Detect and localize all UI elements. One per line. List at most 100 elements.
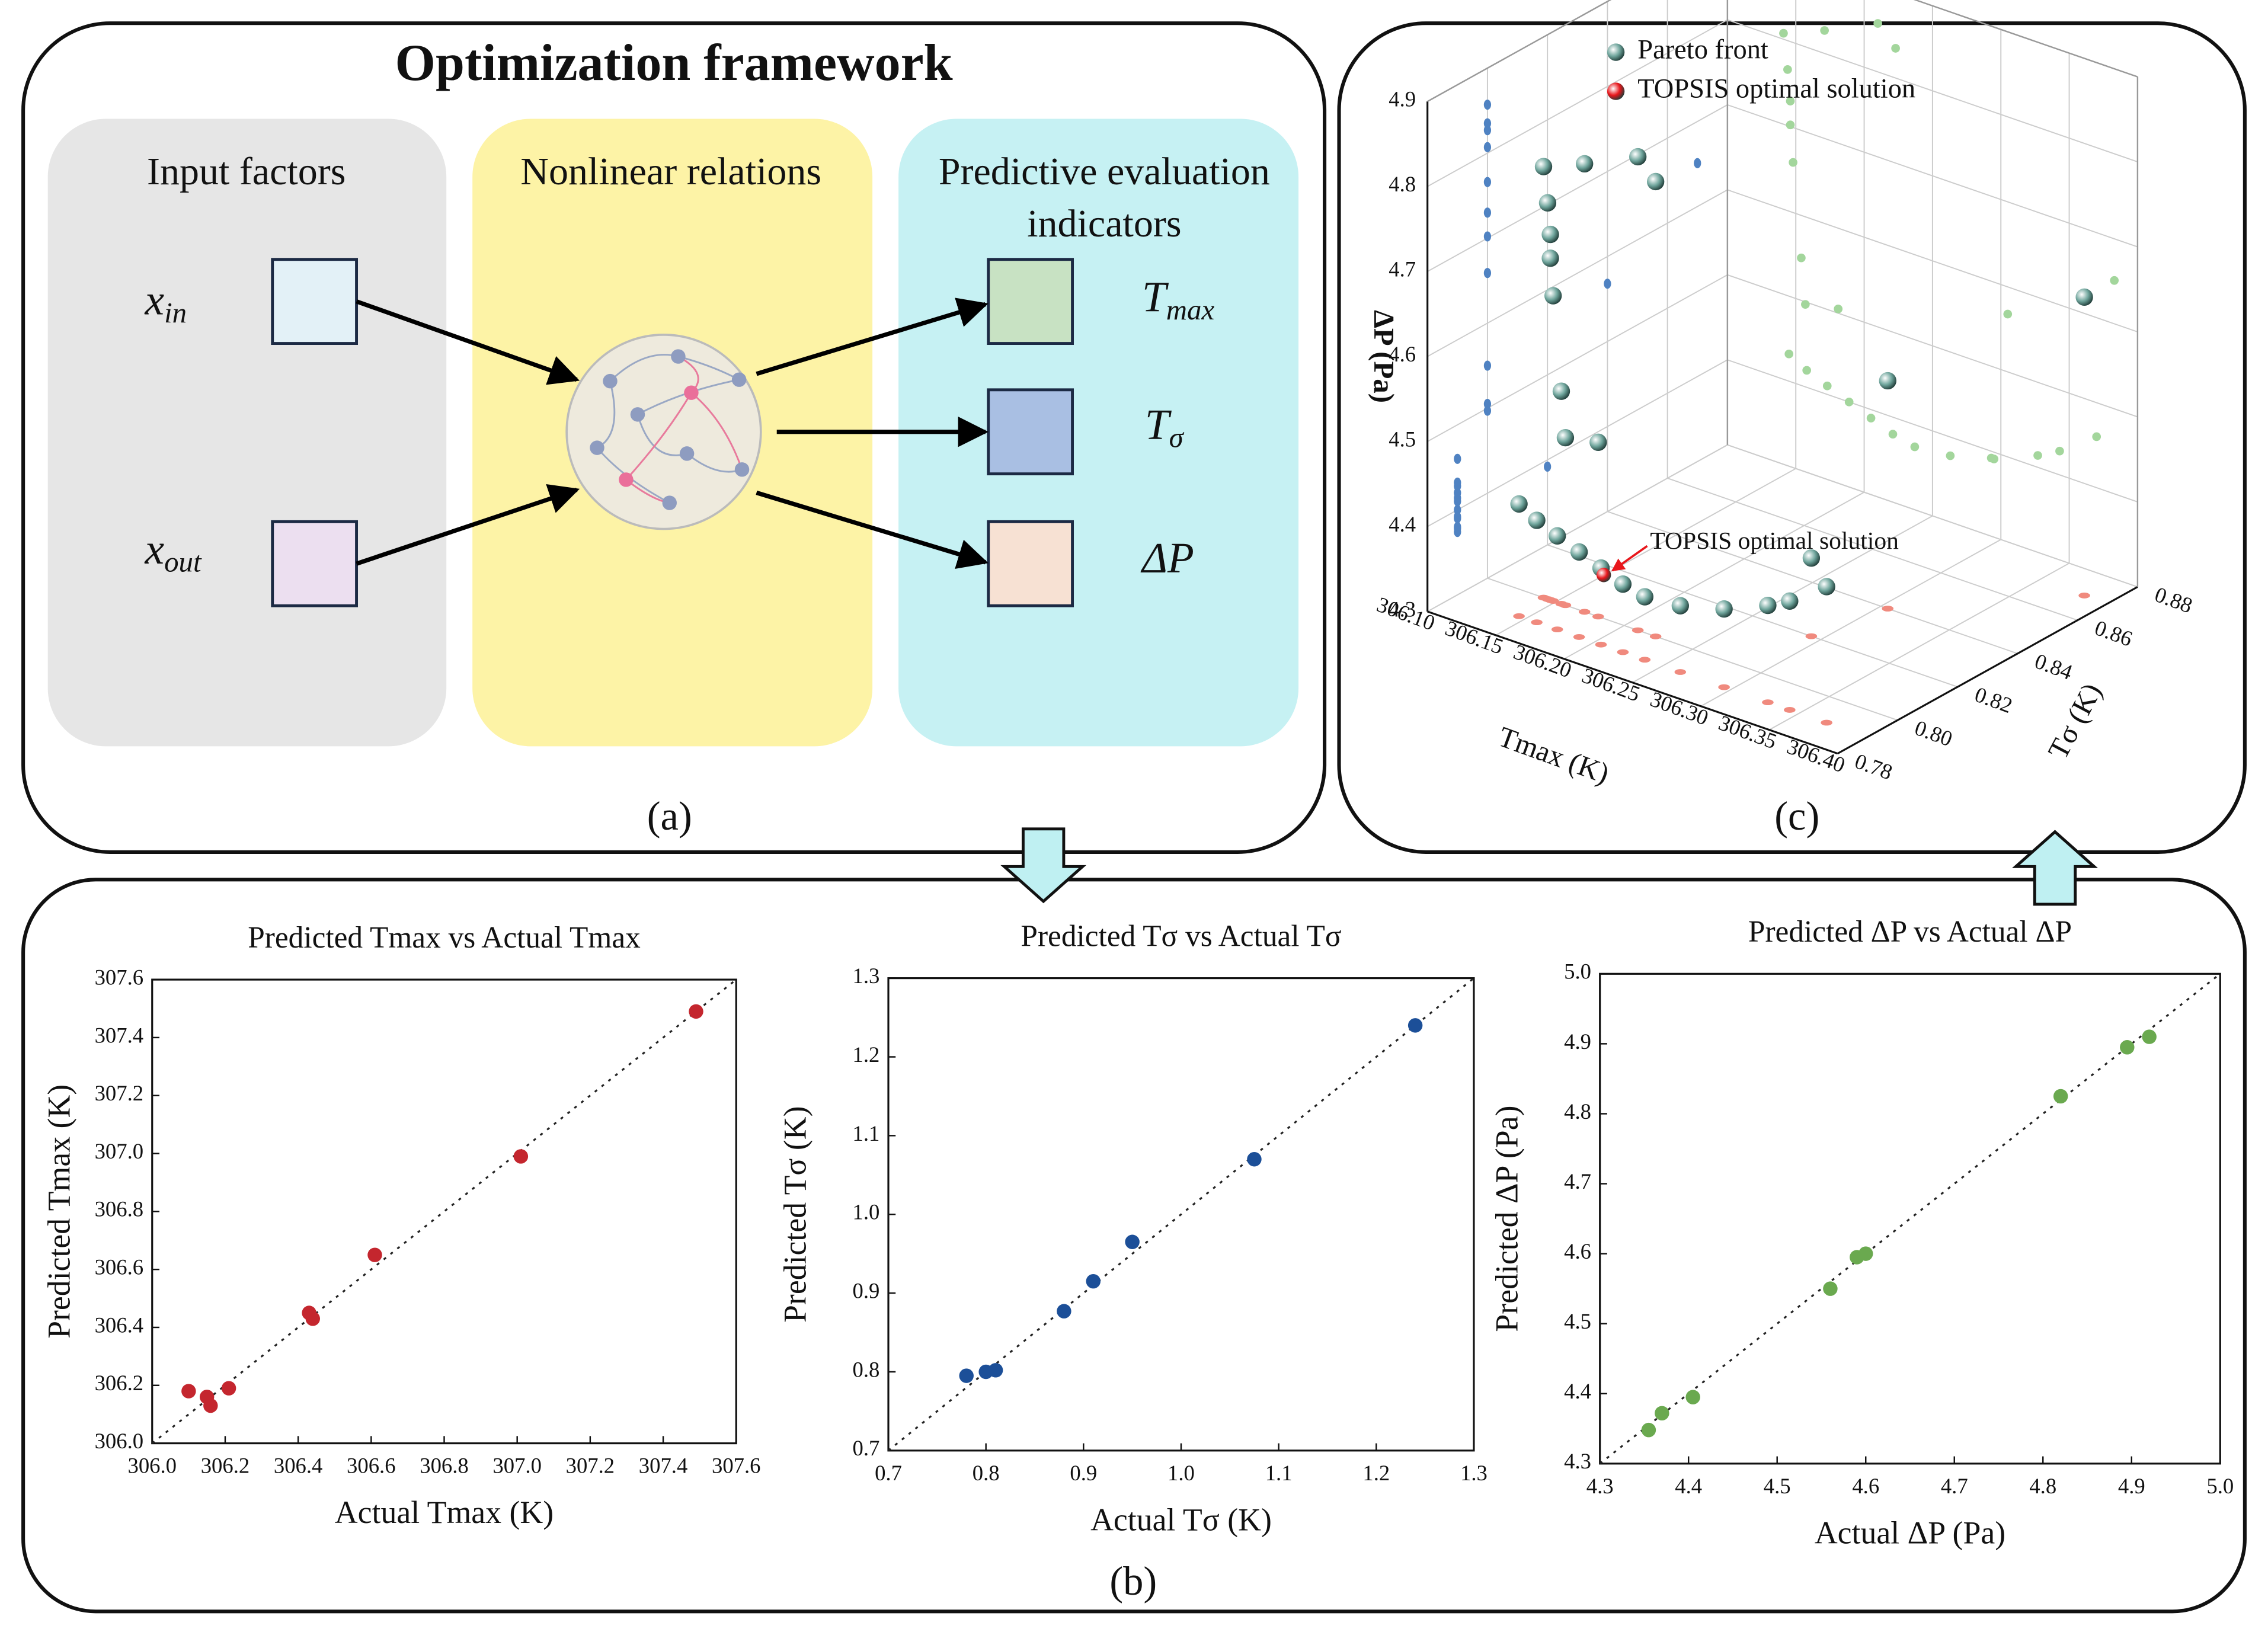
grid-line bbox=[1427, 444, 1728, 612]
data-point bbox=[221, 1381, 236, 1396]
data-point bbox=[1823, 1281, 1838, 1296]
wall-projection bbox=[1779, 28, 1788, 38]
floor-projection bbox=[1639, 657, 1651, 663]
wall-projection bbox=[1873, 19, 1882, 28]
floor-projection bbox=[1821, 719, 1832, 726]
y-tick-label: 1.0 bbox=[852, 1200, 879, 1224]
z-tick-label: 4.5 bbox=[1389, 427, 1416, 451]
down-arrow bbox=[1000, 827, 1087, 904]
flow-arrows bbox=[356, 297, 989, 569]
y-tick-label: 4.8 bbox=[1564, 1099, 1591, 1124]
data-point bbox=[2142, 1029, 2157, 1044]
x-tick-label: 306.25 bbox=[1579, 663, 1643, 706]
y-tick-label: 5.0 bbox=[1564, 959, 1591, 984]
y-tick-label: 0.84 bbox=[2032, 648, 2075, 684]
wall-projection bbox=[1784, 349, 1794, 359]
panel-label: (b) bbox=[1109, 1559, 1157, 1604]
reference-line bbox=[1599, 973, 2221, 1465]
wall-projection bbox=[1483, 207, 1492, 218]
floor-projection bbox=[1531, 619, 1543, 626]
y-tick-label: 307.6 bbox=[95, 965, 144, 990]
wall-projection bbox=[1454, 492, 1461, 503]
pareto-point bbox=[1614, 575, 1632, 593]
wall-projection bbox=[1834, 305, 1843, 313]
z-tick-label: 4.3 bbox=[1389, 597, 1416, 621]
pareto-point bbox=[1534, 158, 1553, 175]
floor-projection bbox=[1547, 598, 1559, 604]
pareto-point bbox=[1510, 495, 1528, 513]
wall-projection bbox=[1822, 381, 1832, 391]
y-axis-label: Tσ (K) bbox=[2041, 677, 2108, 764]
pareto-point bbox=[1781, 592, 1799, 610]
floor-projection bbox=[2078, 593, 2090, 599]
data-point bbox=[1247, 1151, 1262, 1167]
y-tick-label: 1.2 bbox=[852, 1042, 879, 1067]
pareto-point bbox=[1646, 172, 1665, 191]
wall-projection bbox=[1604, 279, 1611, 289]
z-tick-label: 4.7 bbox=[1389, 257, 1416, 281]
wall-projection bbox=[1888, 430, 1898, 439]
x-tick-label: 306.20 bbox=[1511, 639, 1575, 683]
x-tick-label: 0.8 bbox=[973, 1461, 1000, 1485]
pareto-point bbox=[1802, 549, 1821, 567]
pareto-point bbox=[1544, 287, 1562, 305]
x-tick-label: 1.0 bbox=[1167, 1461, 1195, 1485]
x-tick-label: 306.15 bbox=[1442, 616, 1506, 659]
output-label: Tσ bbox=[1145, 401, 1185, 454]
wall-projection bbox=[1483, 100, 1492, 110]
floor-projection bbox=[1513, 613, 1525, 619]
wall-projection bbox=[1844, 398, 1854, 407]
x-tick-label: 5.0 bbox=[2206, 1474, 2234, 1498]
pareto-point bbox=[1715, 600, 1733, 618]
column-label: Predictive evaluation bbox=[939, 150, 1270, 193]
floor-projection bbox=[1882, 606, 1894, 612]
pareto-point bbox=[1759, 596, 1777, 615]
data-point bbox=[181, 1384, 196, 1399]
grid-line bbox=[1427, 189, 1728, 357]
grid-line bbox=[1727, 19, 2138, 163]
floor-projection bbox=[1592, 613, 1604, 620]
reference-line bbox=[888, 977, 1474, 1452]
wall-projection bbox=[1820, 26, 1829, 35]
data-point bbox=[305, 1311, 320, 1326]
y-tick-label: 0.7 bbox=[852, 1436, 879, 1460]
grid-line bbox=[1700, 539, 2001, 707]
pareto-point bbox=[1589, 433, 1607, 451]
annotation: TOPSIS optimal solution bbox=[1650, 527, 1899, 554]
data-point bbox=[1641, 1422, 1656, 1438]
wall-projection bbox=[2055, 446, 2064, 456]
y-tick-label: 0.78 bbox=[1851, 748, 1895, 784]
column-label: Input factors bbox=[147, 150, 346, 193]
y-axis-label: Predicted Tmax (K) bbox=[41, 1084, 76, 1339]
input-box bbox=[271, 520, 359, 607]
grid-line bbox=[1727, 189, 2138, 332]
data-point bbox=[2120, 1040, 2135, 1055]
grid-line bbox=[1563, 491, 1865, 660]
x-tick-label: 306.35 bbox=[1716, 711, 1780, 754]
z-tick-label: 4.8 bbox=[1389, 172, 1416, 196]
x-tick-label: 307.0 bbox=[492, 1454, 542, 1478]
y-tick-label: 306.0 bbox=[95, 1429, 144, 1453]
wall-projection bbox=[1483, 142, 1492, 152]
axis-line bbox=[1913, 0, 2138, 78]
x-tick-label: 1.3 bbox=[1460, 1461, 1488, 1485]
floor-projection bbox=[1551, 626, 1563, 633]
wall-projection bbox=[1544, 461, 1552, 472]
x-tick-label: 4.8 bbox=[2029, 1474, 2056, 1498]
wall-projection bbox=[1910, 442, 1920, 452]
y-tick-label: 307.0 bbox=[95, 1139, 144, 1163]
y-tick-label: 4.7 bbox=[1564, 1169, 1591, 1193]
wall-projection bbox=[1989, 455, 1999, 463]
column-box bbox=[47, 119, 447, 747]
grid-line bbox=[1727, 444, 2138, 588]
x-tick-label: 1.2 bbox=[1362, 1461, 1390, 1485]
y-tick-label: 4.4 bbox=[1564, 1379, 1591, 1403]
wall-projection bbox=[2033, 451, 2042, 460]
y-tick-label: 307.4 bbox=[95, 1023, 144, 1047]
pareto-point bbox=[1556, 428, 1575, 447]
panel-label: (a) bbox=[647, 793, 692, 839]
pareto-point bbox=[1538, 194, 1557, 212]
x-axis-label: Tmax (K) bbox=[1494, 720, 1613, 790]
pareto-point bbox=[1879, 372, 1896, 390]
pareto-point bbox=[1552, 382, 1570, 400]
